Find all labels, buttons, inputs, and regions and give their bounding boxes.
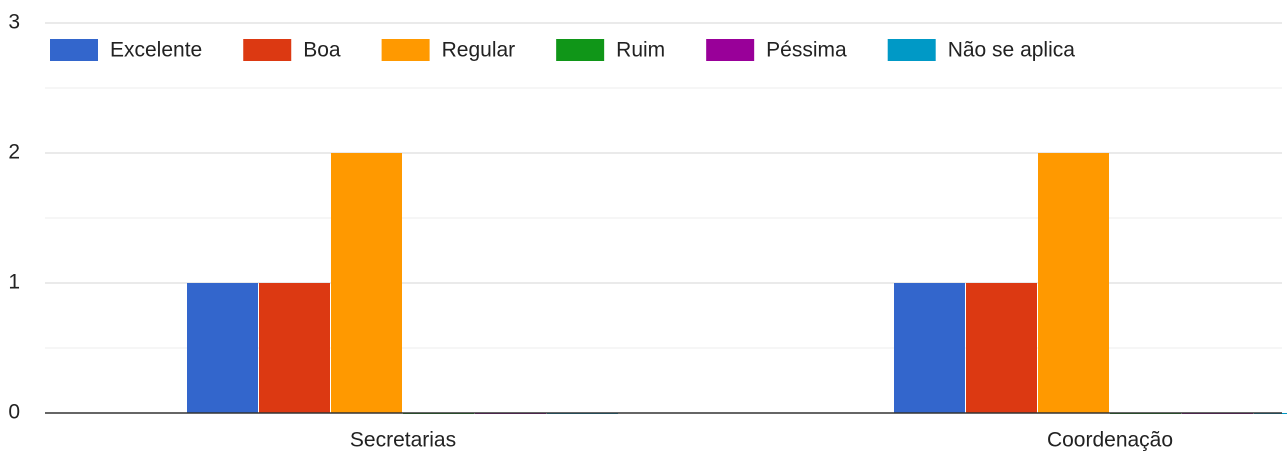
legend-label: Regular [442,39,516,62]
bar [966,283,1037,413]
y-tick-label: 3 [8,11,20,34]
bar [187,283,258,413]
bar [331,153,402,413]
y-tick-label: 0 [8,401,20,424]
bar [894,283,965,413]
legend-swatch [243,39,292,61]
legend-swatch [50,39,98,61]
y-tick-label: 1 [8,271,20,294]
legend-label: Boa [303,39,341,62]
y-tick-label: 2 [8,141,20,164]
legend-label: Péssima [766,39,847,62]
bar [1038,153,1109,413]
x-tick-label: Coordenação [1047,429,1173,452]
legend-label: Ruim [616,39,665,62]
x-tick-label: Secretarias [350,429,456,452]
legend-swatch [887,39,936,61]
legend-label: Excelente [110,39,202,62]
bar [259,283,330,413]
legend-swatch [556,39,605,61]
legend-label: Não se aplica [948,39,1076,62]
legend-swatch [381,39,430,61]
legend-swatch [706,39,755,61]
